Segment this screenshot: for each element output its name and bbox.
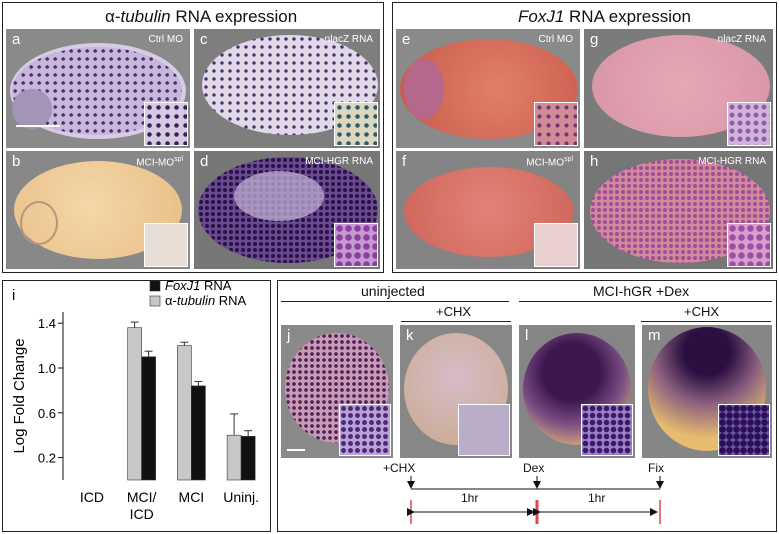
inset-l <box>581 404 633 456</box>
timeline-chx-label: +CHX <box>383 461 416 475</box>
inset-g <box>727 102 771 146</box>
micrograph-f: f MCI-MOspl <box>396 151 580 269</box>
inset-c <box>334 102 378 146</box>
micrograph-j: j <box>281 325 393 458</box>
panel-letter-f: f <box>402 153 407 170</box>
timecourse-panel-box <box>277 280 777 532</box>
micrograph-g: g nlacZ RNA <box>584 29 773 148</box>
tubulin-panel-title: α-tubulin RNA expression <box>105 7 298 26</box>
timeline-duration-2: 1hr <box>588 491 606 505</box>
panel-letter-h: h <box>590 153 599 170</box>
inset-h <box>727 223 771 267</box>
panel-letter-j: j <box>287 327 291 344</box>
panel-letter-a: a <box>12 31 21 48</box>
condition-label-a: Ctrl MO <box>148 34 183 45</box>
panel-letter-d: d <box>200 153 209 170</box>
chx-rule-1 <box>401 321 511 322</box>
condition-label-c: nlacZ RNA <box>324 34 373 45</box>
micrograph-m: m <box>642 325 772 458</box>
inset-e <box>534 102 578 146</box>
group-label-mci-hgr-dex: MCI-hGR +Dex <box>593 283 690 299</box>
micrograph-e: e Ctrl MO <box>396 29 580 148</box>
condition-label-g: nlacZ RNA <box>717 34 766 45</box>
group-rule-mci <box>519 301 772 302</box>
panel-letter-k: k <box>406 327 414 344</box>
inset-b <box>144 223 188 267</box>
panel-letter-l: l <box>525 327 529 344</box>
scale-bar-j <box>287 449 305 451</box>
chart-panel-box <box>2 280 271 532</box>
timeline-fix-label: Fix <box>648 461 664 475</box>
micrograph-d: d MCI-HGR RNA <box>194 151 380 269</box>
foxj1-panel-box <box>392 2 777 273</box>
micrograph-a: a Ctrl MO <box>6 29 190 148</box>
condition-label-h: MCI-HGR RNA <box>698 156 766 167</box>
panel-letter-c: c <box>200 31 208 48</box>
panel-letter-m: m <box>648 327 661 344</box>
tubulin-panel-box <box>2 2 384 273</box>
foxj1-panel-title: FoxJ1 RNA expression <box>518 7 691 26</box>
micrograph-c: c nlacZ RNA <box>194 29 380 148</box>
inset-d <box>334 223 378 267</box>
group-rule-uninjected <box>281 301 509 302</box>
inset-a <box>144 102 188 146</box>
panel-letter-b: b <box>12 153 21 170</box>
micrograph-h: h MCI-HGR RNA <box>584 151 773 269</box>
timeline-dex-label: Dex <box>523 461 545 475</box>
condition-label-e: Ctrl MO <box>538 34 573 45</box>
micrograph-b: b MCI-MOspl <box>6 151 190 269</box>
panel-letter-g: g <box>590 31 599 48</box>
chx-label-1: +CHX <box>436 304 472 319</box>
condition-label-b: MCI-MOspl <box>136 156 183 169</box>
inset-f <box>534 223 578 267</box>
timeline-duration-1: 1hr <box>461 491 479 505</box>
group-label-uninjected: uninjected <box>361 283 425 299</box>
condition-label-f: MCI-MOspl <box>526 156 573 169</box>
chx-rule-2 <box>641 321 771 322</box>
inset-m <box>718 404 770 456</box>
micrograph-k: k <box>400 325 512 458</box>
scale-bar <box>16 125 60 127</box>
panel-letter-e: e <box>402 31 411 48</box>
inset-j <box>339 404 391 456</box>
condition-label-d: MCI-HGR RNA <box>305 156 373 167</box>
inset-k <box>458 404 510 456</box>
micrograph-l: l <box>519 325 635 458</box>
chx-label-2: +CHX <box>684 304 720 319</box>
